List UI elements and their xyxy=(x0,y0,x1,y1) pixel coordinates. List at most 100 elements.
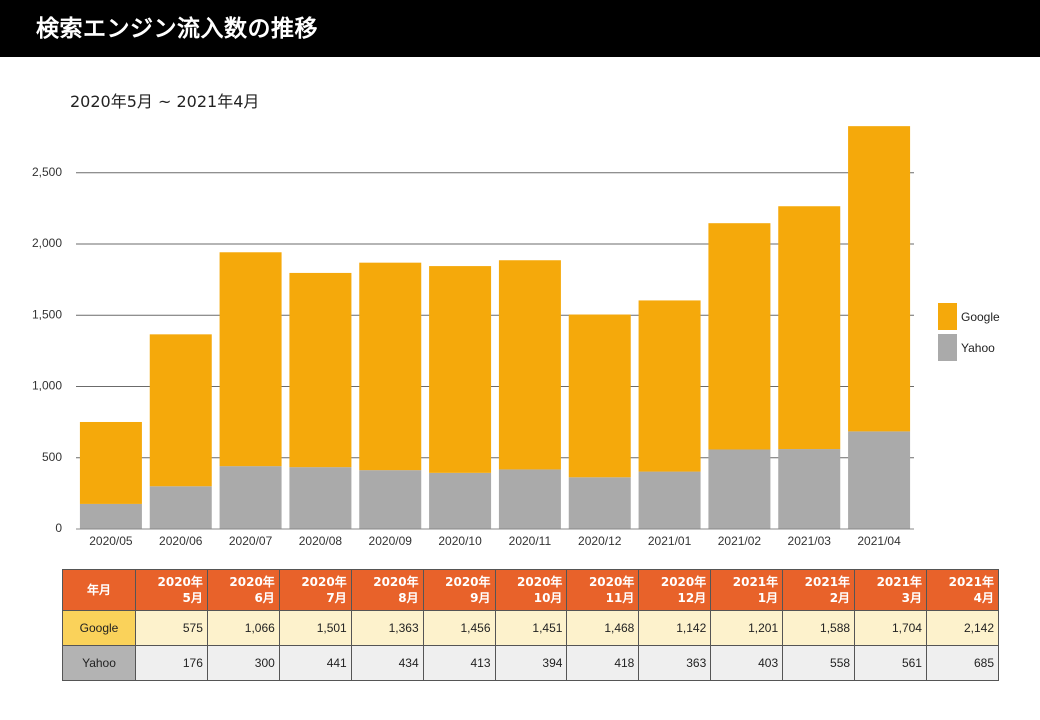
bar-google xyxy=(708,223,771,450)
header-year: 2020年 xyxy=(157,575,203,589)
row-label-google: Google xyxy=(62,610,136,646)
bar-yahoo xyxy=(638,471,701,529)
table-cell: 434 xyxy=(350,645,424,681)
y-tick-label: 1,500 xyxy=(32,307,62,321)
header-month: 11月 xyxy=(605,591,635,605)
chart-subtitle: 2020年5月 ~ 2021年4月 xyxy=(70,92,260,111)
header-month: 1月 xyxy=(757,591,779,605)
header-month: 9月 xyxy=(470,591,491,605)
x-tick-label: 2020/12 xyxy=(578,534,622,548)
table-cell: 300 xyxy=(206,645,280,681)
table-month-header: 2020年 6月 xyxy=(206,569,280,611)
table-cell: 1,704 xyxy=(854,610,927,646)
header-year: 2020年 xyxy=(588,575,635,589)
header-month: 4月 xyxy=(973,591,994,605)
bar-google xyxy=(359,262,422,471)
table-cell: 1,363 xyxy=(350,610,424,646)
x-tick-label: 2021/02 xyxy=(718,534,762,548)
table-month-header: 2020年 12月 xyxy=(638,569,712,611)
table-month-header: 2020年 10月 xyxy=(494,569,568,611)
x-tick-label: 2021/03 xyxy=(788,534,832,548)
table-month-header: 2021年 4月 xyxy=(925,569,1000,611)
page-title: 検索エンジン流入数の推移 xyxy=(36,16,318,42)
header-month: 8月 xyxy=(398,591,419,605)
table-row-google: Google 575 1,066 1,501 1,363 1,456 1,451 1,468… xyxy=(62,610,1000,646)
table-header-row: 年月 2020年 5月 2020年 6月 2020年 7月 2020年 8月 2020年 9月 20… xyxy=(62,569,1000,611)
table-month-header: 2020年 7月 xyxy=(278,569,352,611)
bar-yahoo xyxy=(708,449,771,529)
header-year: 2020年 xyxy=(517,575,563,589)
bar-yahoo xyxy=(79,503,142,529)
table-cell: 575 xyxy=(135,610,208,646)
table-cell: 403 xyxy=(710,645,784,681)
table-cell: 685 xyxy=(925,645,1000,681)
header-year: 2020年 xyxy=(373,575,419,589)
bar-yahoo xyxy=(568,477,631,529)
table-month-header: 2020年 5月 xyxy=(135,569,208,611)
table-cell: 1,588 xyxy=(782,610,856,646)
table-cell: 1,142 xyxy=(638,610,712,646)
bar-yahoo xyxy=(289,467,352,529)
stacked-bar-chart: 0 500 1,000 1,500 2,000 2,500 2020/05 2020/06 20… xyxy=(32,126,914,548)
header-month: 10月 xyxy=(533,591,563,605)
x-tick-label: 2021/01 xyxy=(648,534,692,548)
header-month: 3月 xyxy=(901,591,922,605)
header-month: 7月 xyxy=(326,591,347,605)
header-year: 2021年 xyxy=(804,575,851,589)
row-label-yahoo: Yahoo xyxy=(62,645,136,681)
table-cell: 1,501 xyxy=(278,610,352,646)
y-tick-label: 1,000 xyxy=(32,379,62,393)
legend-swatch-yahoo xyxy=(938,334,957,361)
header-month: 12月 xyxy=(677,591,707,605)
table-cell: 1,456 xyxy=(422,610,496,646)
table-month-header: 2021年 2月 xyxy=(782,569,856,611)
table-cell: 413 xyxy=(422,645,496,681)
header-month: 2月 xyxy=(829,591,851,605)
bar-yahoo xyxy=(778,449,841,529)
table-cell: 558 xyxy=(782,645,856,681)
x-tick-label: 2020/10 xyxy=(438,534,482,548)
bar-google xyxy=(778,206,841,450)
bar-google xyxy=(848,126,911,432)
bar-google xyxy=(219,252,282,467)
bar-google xyxy=(429,266,492,473)
bar-yahoo xyxy=(498,469,561,529)
chart-legend: Google Yahoo xyxy=(938,303,1000,365)
legend-label-google: Google xyxy=(961,309,1000,324)
y-tick-label: 2,500 xyxy=(32,165,62,179)
table-cell: 176 xyxy=(135,645,208,681)
x-tick-label: 2020/09 xyxy=(369,534,413,548)
table-month-header: 2020年 8月 xyxy=(350,569,424,611)
data-table: 年月 2020年 5月 2020年 6月 2020年 7月 2020年 8月 2020年 9月 20… xyxy=(62,569,1000,681)
bar-google xyxy=(149,334,212,487)
y-tick-label: 500 xyxy=(42,450,62,464)
bar-google xyxy=(498,260,561,470)
header-month: 6月 xyxy=(254,591,275,605)
x-tick-label: 2020/08 xyxy=(299,534,343,548)
legend-item-google: Google xyxy=(938,303,1000,330)
table-cell: 418 xyxy=(566,645,640,681)
bar-google xyxy=(79,421,142,504)
header-year: 2020年 xyxy=(229,575,275,589)
bar-yahoo xyxy=(219,466,282,529)
legend-swatch-google xyxy=(938,303,957,330)
table-month-header: 2021年 3月 xyxy=(854,569,927,611)
x-tick-label: 2021/04 xyxy=(857,534,901,548)
table-cell: 363 xyxy=(638,645,712,681)
x-tick-label: 2020/11 xyxy=(509,534,552,548)
header-year: 2021年 xyxy=(948,575,994,589)
bar-yahoo xyxy=(359,470,422,529)
header-year: 2021年 xyxy=(876,575,922,589)
header-year: 2020年 xyxy=(301,575,347,589)
bar-yahoo xyxy=(429,472,492,529)
bar-google xyxy=(638,300,701,472)
header-year: 2021年 xyxy=(732,575,779,589)
table-cell: 1,451 xyxy=(494,610,568,646)
table-corner-header: 年月 xyxy=(62,569,136,611)
table-month-header: 2020年 11月 xyxy=(566,569,640,611)
x-tick-label: 2020/07 xyxy=(229,534,273,548)
header-bar: 検索エンジン流入数の推移 xyxy=(0,0,1040,57)
table-cell: 1,066 xyxy=(206,610,280,646)
x-tick-label: 2020/06 xyxy=(159,534,203,548)
y-tick-label: 0 xyxy=(55,521,62,535)
